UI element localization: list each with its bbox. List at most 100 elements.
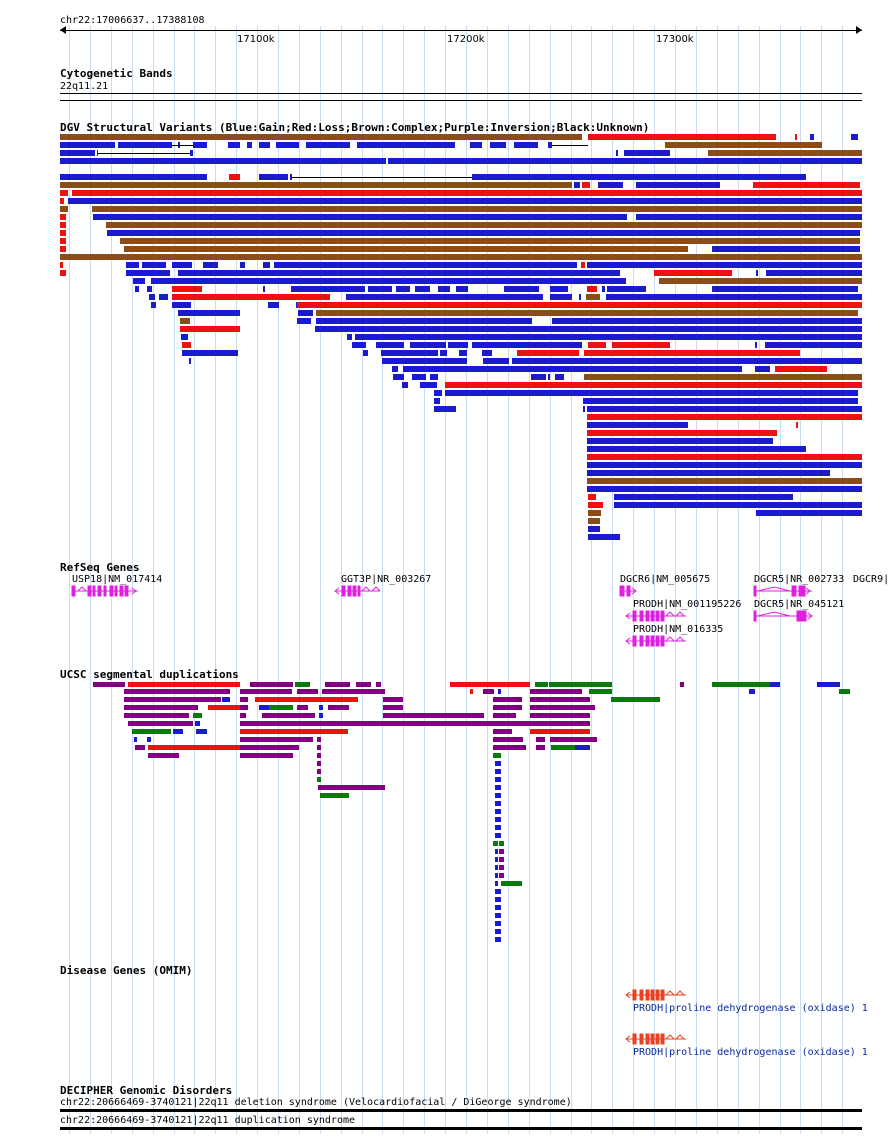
segdup-feature[interactable] xyxy=(322,689,385,694)
segdup-feature[interactable] xyxy=(297,705,308,710)
dgv-variant[interactable] xyxy=(263,262,270,268)
dgv-variant[interactable] xyxy=(512,358,862,364)
dgv-variant[interactable] xyxy=(172,294,330,300)
dgv-variant[interactable] xyxy=(587,470,830,476)
dgv-variant[interactable] xyxy=(588,518,600,524)
dgv-variant[interactable] xyxy=(60,198,64,204)
segdup-feature[interactable] xyxy=(255,697,358,702)
dgv-variant[interactable] xyxy=(550,294,572,300)
dgv-variant[interactable] xyxy=(514,142,538,148)
segdup-feature[interactable] xyxy=(493,745,526,750)
segdup-feature[interactable] xyxy=(240,705,248,710)
dgv-variant[interactable] xyxy=(588,134,776,140)
segdup-feature[interactable] xyxy=(383,697,403,702)
dgv-variant[interactable] xyxy=(588,502,603,508)
dgv-variant[interactable] xyxy=(583,398,858,404)
dgv-variant[interactable] xyxy=(587,406,862,412)
segdup-feature[interactable] xyxy=(495,785,501,790)
segdup-feature[interactable] xyxy=(319,705,323,710)
dgv-variant[interactable] xyxy=(712,286,858,292)
segdup-feature[interactable] xyxy=(549,682,612,687)
dgv-variant[interactable] xyxy=(172,302,191,308)
segdup-feature[interactable] xyxy=(250,682,293,687)
track-title-cytobands[interactable]: Cytogenetic Bands xyxy=(60,67,173,80)
segdup-feature[interactable] xyxy=(493,753,501,758)
segdup-feature[interactable] xyxy=(493,737,523,742)
segdup-feature[interactable] xyxy=(495,857,498,862)
dgv-variant[interactable] xyxy=(482,350,492,356)
dgv-variant[interactable] xyxy=(606,294,862,300)
dgv-variant[interactable] xyxy=(189,358,191,364)
dgv-variant[interactable] xyxy=(368,286,392,292)
dgv-variant[interactable] xyxy=(588,510,601,516)
segdup-feature[interactable] xyxy=(193,713,202,718)
segdup-feature[interactable] xyxy=(124,697,221,702)
segdup-feature[interactable] xyxy=(499,841,504,846)
segdup-feature[interactable] xyxy=(356,682,371,687)
decipher-bar[interactable] xyxy=(60,1109,862,1112)
dgv-variant[interactable] xyxy=(415,286,430,292)
dgv-variant[interactable] xyxy=(240,262,245,268)
segdup-feature[interactable] xyxy=(240,721,590,726)
segdup-feature[interactable] xyxy=(499,865,504,870)
dgv-variant[interactable] xyxy=(203,262,218,268)
segdup-feature[interactable] xyxy=(317,737,321,742)
dgv-variant[interactable] xyxy=(607,286,646,292)
dgv-variant[interactable] xyxy=(388,158,862,164)
dgv-variant[interactable] xyxy=(548,142,552,148)
dgv-variant[interactable] xyxy=(60,150,95,156)
segdup-feature[interactable] xyxy=(317,777,321,782)
dgv-variant[interactable] xyxy=(382,358,467,364)
segdup-feature[interactable] xyxy=(550,737,597,742)
segdup-feature[interactable] xyxy=(749,689,755,694)
segdup-feature[interactable] xyxy=(240,737,313,742)
dgv-variant[interactable] xyxy=(60,190,68,196)
segdup-feature[interactable] xyxy=(611,697,660,702)
dgv-variant[interactable] xyxy=(587,454,862,460)
dgv-variant[interactable] xyxy=(587,446,806,452)
segdup-feature[interactable] xyxy=(495,809,501,814)
segdup-feature[interactable] xyxy=(495,873,498,878)
dgv-variant[interactable] xyxy=(654,270,732,276)
segdup-feature[interactable] xyxy=(240,745,299,750)
decipher-entry[interactable]: chr22:20666469-3740121|22q11 deletion sy… xyxy=(60,1097,572,1108)
dgv-variant[interactable] xyxy=(60,142,115,148)
segdup-feature[interactable] xyxy=(535,682,548,687)
dgv-variant[interactable] xyxy=(616,150,618,156)
gene-label[interactable]: DGCR6|NM_005675 xyxy=(620,574,711,585)
dgv-variant[interactable] xyxy=(588,494,596,500)
gene-label[interactable]: GGT3P|NR_003267 xyxy=(341,574,432,585)
segdup-feature[interactable] xyxy=(501,881,522,886)
dgv-variant[interactable] xyxy=(355,334,862,340)
track-title-omim[interactable]: Disease Genes (OMIM) xyxy=(60,964,193,977)
gene-label[interactable]: PRODH|NM_001195226 xyxy=(633,599,742,610)
dgv-variant[interactable] xyxy=(180,326,240,332)
dgv-variant[interactable] xyxy=(149,294,155,300)
segdup-feature[interactable] xyxy=(839,689,850,694)
dgv-variant[interactable] xyxy=(587,486,862,492)
dgv-variant[interactable] xyxy=(229,174,240,180)
dgv-variant[interactable] xyxy=(531,374,546,380)
dgv-variant[interactable] xyxy=(555,374,564,380)
dgv-variant[interactable] xyxy=(60,158,386,164)
segdup-feature[interactable] xyxy=(495,825,501,830)
segdup-feature[interactable] xyxy=(295,682,310,687)
segdup-feature[interactable] xyxy=(493,705,522,710)
dgv-variant[interactable] xyxy=(581,262,585,268)
dgv-variant[interactable] xyxy=(587,430,777,436)
dgv-variant[interactable] xyxy=(133,278,145,284)
segdup-feature[interactable] xyxy=(493,697,522,702)
dgv-variant[interactable] xyxy=(357,142,455,148)
dgv-variant[interactable] xyxy=(410,342,446,348)
dgv-variant[interactable] xyxy=(346,294,543,300)
dgv-variant[interactable] xyxy=(445,382,862,388)
dgv-variant[interactable] xyxy=(612,342,670,348)
dgv-variant[interactable] xyxy=(755,366,770,372)
dgv-variant[interactable] xyxy=(60,254,862,260)
segdup-feature[interactable] xyxy=(712,682,770,687)
dgv-variant[interactable] xyxy=(587,286,597,292)
segdup-feature[interactable] xyxy=(328,705,349,710)
dgv-variant[interactable] xyxy=(430,374,438,380)
dgv-variant[interactable] xyxy=(135,286,139,292)
dgv-variant[interactable] xyxy=(393,374,404,380)
